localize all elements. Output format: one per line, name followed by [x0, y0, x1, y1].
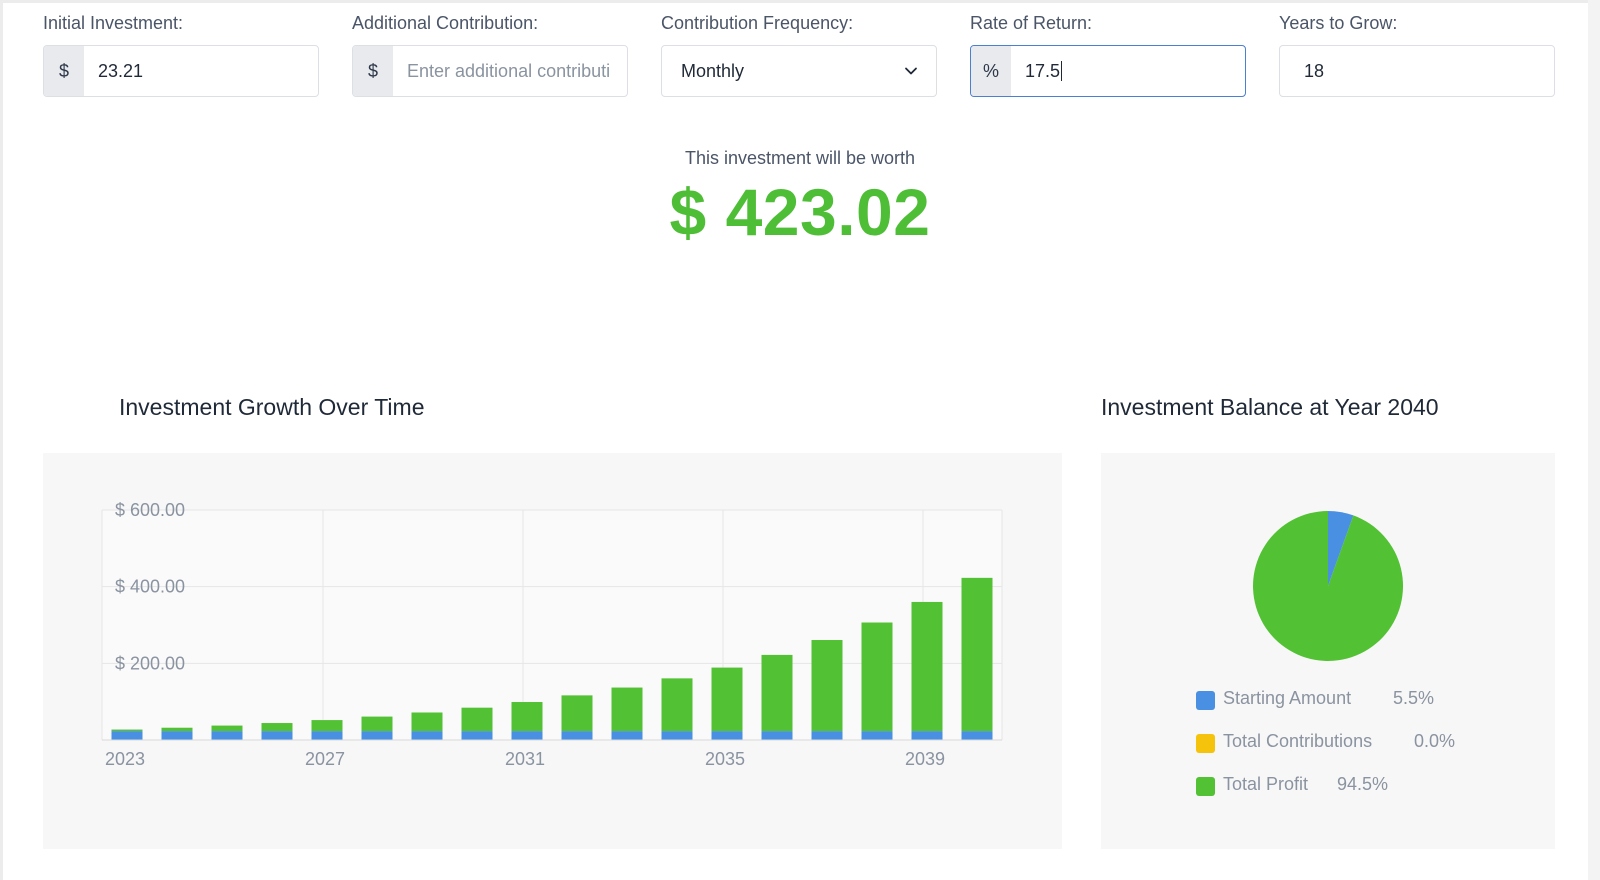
years-to-grow-field: Years to Grow: — [1279, 12, 1555, 97]
x-tick-label: 2031 — [505, 749, 545, 769]
legend-label: Total Profit — [1223, 774, 1309, 794]
years-to-grow-label: Years to Grow: — [1279, 13, 1398, 33]
legend-swatch — [1196, 777, 1215, 796]
bar-total-profit-2037[interactable] — [811, 640, 843, 732]
y-tick-label: $ 600.00 — [115, 500, 185, 520]
rate-of-return-label: Rate of Return: — [970, 13, 1093, 33]
x-tick-label: 2027 — [305, 749, 345, 769]
bar-total-profit-2038[interactable] — [861, 622, 893, 732]
rate-of-return-input-group: % 17.5 — [970, 45, 1246, 97]
bar-starting-amount-2026[interactable] — [261, 731, 293, 740]
legend-percent: 5.5% — [1393, 688, 1435, 708]
bar-total-profit-2040[interactable] — [961, 577, 993, 732]
bar-starting-amount-2038[interactable] — [861, 731, 893, 740]
dollar-prefix: $ — [353, 46, 393, 96]
bar-total-profit-2031[interactable] — [511, 702, 543, 732]
balance-chart-title: Investment Balance at Year 2040 — [1101, 394, 1439, 420]
additional-contribution-input[interactable] — [393, 46, 627, 96]
window-top-border — [0, 0, 1600, 3]
legend-label: Starting Amount — [1223, 688, 1352, 708]
y-tick-label: $ 200.00 — [115, 653, 185, 673]
bar-total-profit-2028[interactable] — [361, 716, 393, 732]
dollar-prefix: $ — [44, 46, 84, 96]
bar-starting-amount-2024[interactable] — [161, 731, 193, 740]
bar-total-profit-2034[interactable] — [661, 678, 693, 732]
y-tick-label: $ 400.00 — [115, 577, 185, 597]
legend-swatch — [1196, 691, 1215, 710]
bar-starting-amount-2027[interactable] — [311, 731, 343, 740]
years-to-grow-input[interactable] — [1280, 46, 1554, 96]
bar-starting-amount-2023[interactable] — [111, 731, 143, 740]
calculator-form: Initial Investment: $ Additional Contrib… — [43, 12, 1555, 97]
contribution-frequency-value: Monthly — [681, 60, 745, 81]
initial-investment-label: Initial Investment: — [43, 13, 184, 33]
initial-investment-input-group: $ — [43, 45, 319, 97]
balance-chart-panel — [1101, 453, 1555, 849]
additional-contribution-label: Additional Contribution: — [352, 13, 539, 33]
chevron-down-icon — [905, 67, 917, 75]
contribution-frequency-label: Contribution Frequency: — [661, 13, 854, 33]
result-currency: $ — [669, 175, 707, 249]
initial-investment-input[interactable] — [84, 46, 318, 96]
bar-starting-amount-2034[interactable] — [661, 731, 693, 740]
rate-of-return-value: 17.5 — [1025, 60, 1061, 81]
bar-total-profit-2036[interactable] — [761, 654, 793, 732]
additional-contribution-input-group: $ — [352, 45, 628, 97]
growth-chart-title: Investment Growth Over Time — [119, 394, 425, 420]
additional-contribution-field: Additional Contribution: $ — [352, 12, 628, 97]
bar-starting-amount-2030[interactable] — [461, 731, 493, 740]
x-tick-label: 2039 — [905, 749, 945, 769]
result-amount: $ 423.02 — [0, 174, 1600, 250]
contribution-frequency-field: Contribution Frequency: Monthly — [661, 12, 937, 97]
years-to-grow-input-group — [1279, 45, 1555, 97]
bar-starting-amount-2035[interactable] — [711, 731, 743, 740]
bar-total-profit-2039[interactable] — [911, 601, 943, 732]
legend-swatch — [1196, 734, 1215, 753]
legend-percent: 0.0% — [1414, 731, 1456, 751]
bar-total-profit-2025[interactable] — [211, 725, 243, 732]
bar-starting-amount-2037[interactable] — [811, 731, 843, 740]
growth-bar-chart: $ 200.00 $ 400.00 $ 600.00 2023 2027 2031 2035… — [101, 500, 1003, 769]
bar-total-profit-2030[interactable] — [461, 707, 493, 732]
bar-starting-amount-2033[interactable] — [611, 731, 643, 740]
growth-chart-panel: $ 200.00 $ 400.00 $ 600.00 2023 2027 2031 2035… — [43, 453, 1062, 849]
plot-area — [102, 510, 1002, 740]
result-value: 423.02 — [725, 175, 931, 249]
text-cursor — [1061, 61, 1063, 81]
rate-of-return-input[interactable]: 17.5 — [1011, 46, 1245, 96]
x-tick-label: 2023 — [105, 749, 145, 769]
bar-total-profit-2029[interactable] — [411, 712, 443, 732]
bar-starting-amount-2039[interactable] — [911, 731, 943, 740]
bar-starting-amount-2031[interactable] — [511, 731, 543, 740]
bar-total-profit-2032[interactable] — [561, 695, 593, 732]
contribution-frequency-select[interactable]: Monthly — [661, 45, 937, 97]
result-caption: This investment will be worth — [684, 148, 916, 168]
bar-total-profit-2023[interactable] — [111, 729, 143, 732]
bar-starting-amount-2029[interactable] — [411, 731, 443, 740]
rate-of-return-field: Rate of Return: % 17.5 — [970, 12, 1246, 97]
x-tick-label: 2035 — [705, 749, 745, 769]
pie-slice-total-profit[interactable] — [1253, 511, 1404, 661]
bar-starting-amount-2036[interactable] — [761, 731, 793, 740]
window-left-border — [0, 0, 3, 880]
balance-pie-chart — [1253, 511, 1404, 661]
bar-starting-amount-2040[interactable] — [961, 731, 993, 740]
legend-percent: 94.5% — [1337, 774, 1389, 794]
pie-slice-starting-amount[interactable] — [1328, 511, 1354, 586]
legend-label: Total Contributions — [1223, 731, 1373, 751]
percent-prefix: % — [971, 46, 1011, 96]
bar-total-profit-2035[interactable] — [711, 667, 743, 732]
scrollbar-track[interactable] — [1588, 0, 1600, 880]
bar-starting-amount-2028[interactable] — [361, 731, 393, 740]
initial-investment-field: Initial Investment: $ — [43, 12, 319, 97]
bar-total-profit-2033[interactable] — [611, 687, 643, 732]
bar-starting-amount-2025[interactable] — [211, 731, 243, 740]
bar-starting-amount-2032[interactable] — [561, 731, 593, 740]
bar-total-profit-2026[interactable] — [261, 723, 293, 732]
bar-total-profit-2027[interactable] — [311, 720, 343, 732]
bar-total-profit-2024[interactable] — [161, 727, 193, 732]
